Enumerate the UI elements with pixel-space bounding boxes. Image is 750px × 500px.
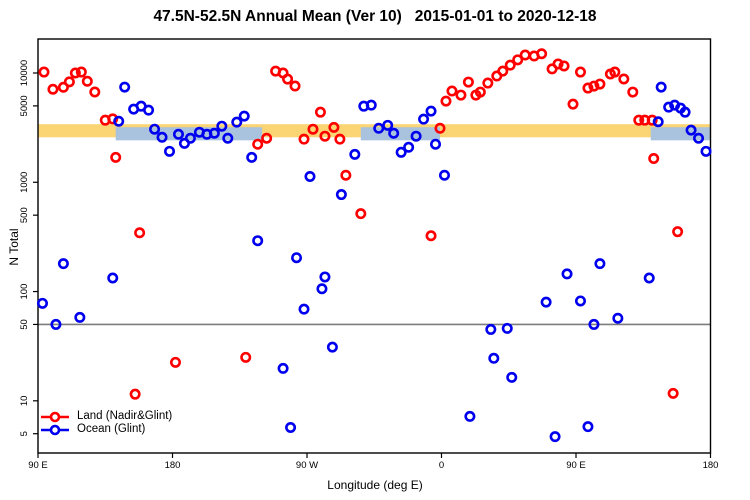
svg-text:100: 100 (19, 284, 30, 300)
legend: Land (Nadir&Glint) Ocean (Glint) (40, 410, 172, 436)
legend-label-ocean: Ocean (Glint) (77, 423, 146, 435)
x-axis-title: Longitude (deg E) (327, 478, 423, 492)
svg-text:180: 180 (703, 460, 719, 471)
svg-text:90 E: 90 E (566, 460, 586, 471)
svg-text:1000: 1000 (19, 172, 30, 193)
svg-text:5: 5 (19, 431, 30, 436)
svg-text:90 W: 90 W (296, 460, 318, 471)
svg-text:500: 500 (19, 207, 30, 223)
chart-title: 47.5N-52.5N Annual Mean (Ver 10) 2015-01… (153, 8, 597, 25)
svg-text:10000: 10000 (19, 60, 30, 86)
land-legend-marker-icon (41, 411, 69, 422)
svg-text:10: 10 (19, 396, 30, 407)
legend-row-ocean: Ocean (Glint) (40, 423, 172, 436)
y-axis-title: N Total (7, 228, 21, 266)
legend-row-land: Land (Nadir&Glint) (40, 410, 172, 423)
legend-label-land: Land (Nadir&Glint) (77, 410, 173, 422)
svg-text:0: 0 (439, 460, 444, 471)
svg-text:180: 180 (165, 460, 181, 471)
svg-text:50: 50 (19, 319, 30, 330)
svg-text:90 E: 90 E (28, 460, 48, 471)
svg-text:5000: 5000 (19, 95, 30, 116)
ocean-legend-marker-icon (41, 424, 69, 435)
